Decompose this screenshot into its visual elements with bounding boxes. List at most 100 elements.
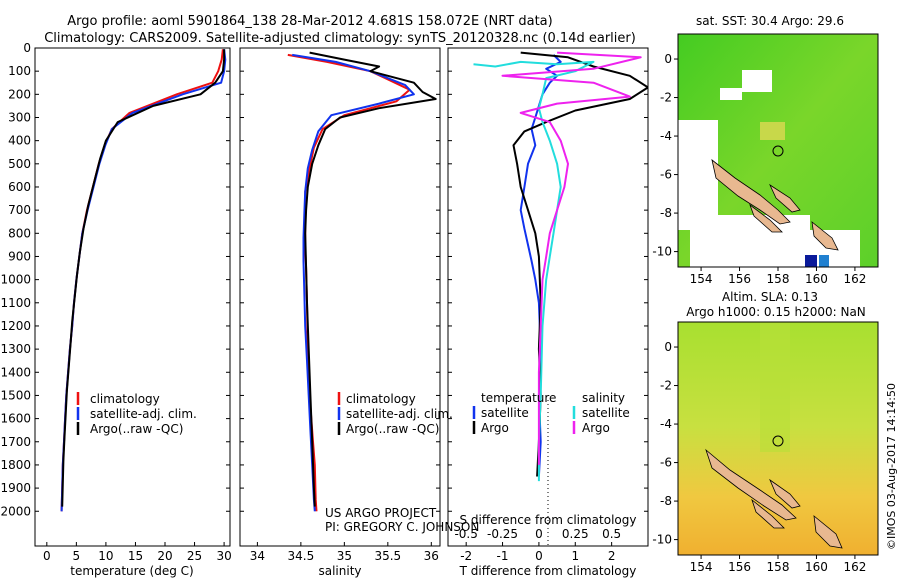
legend-label-satellite: satellite-adj. clim. — [90, 407, 197, 421]
sla-map-ticks: 154 156 158 160 162 0 -2 -4 -6 -8 -10 — [652, 340, 866, 574]
y-tick-label: 1300 — [0, 342, 31, 356]
x-tick-label: 25 — [187, 549, 202, 563]
top-tick-label: -0.5 — [454, 527, 477, 541]
legend-label-s-argo: Argo — [582, 421, 610, 435]
map-x-tick-label: 160 — [805, 272, 828, 286]
sla-island — [769, 478, 801, 509]
legend-label-argo: Argo(..raw -QC) — [90, 422, 183, 436]
difference-series — [473, 51, 648, 482]
sst-missing-patch — [690, 215, 810, 267]
sst-map-ticks: 154 156 158 160 162 0 -2 -4 -6 -8 -10 — [652, 52, 866, 286]
map-x-tick-label: 156 — [728, 272, 751, 286]
sla-island — [751, 498, 785, 529]
map-x-tick-label: 160 — [805, 560, 828, 574]
top-tick-label: -0.25 — [487, 527, 518, 541]
legend-title-temperature: temperature — [481, 391, 556, 405]
x-tick-label: 2 — [608, 549, 616, 563]
argo-position-marker — [772, 145, 784, 157]
map-x-tick-label: 154 — [690, 560, 713, 574]
y-tick-label: 300 — [8, 110, 31, 124]
y-tick-label: 1100 — [0, 296, 31, 310]
salinity-xlabel: salinity — [318, 564, 361, 578]
legend-title-salinity: salinity — [582, 391, 625, 405]
x-tick-label: 36 — [424, 549, 439, 563]
map-y-tick-label: -4 — [660, 417, 672, 431]
salinity-legend: climatology satellite-adj. clim. Argo(..… — [337, 392, 453, 436]
x-tick-label: 15 — [128, 549, 143, 563]
map-y-tick-label: -10 — [652, 245, 672, 259]
x-tick-label: 30 — [216, 549, 231, 563]
temperature-axes-frame — [34, 47, 231, 547]
figure-title-line1: Argo profile: aoml 5901864_138 28-Mar-20… — [67, 14, 552, 29]
sla-map-title2: Argo h1000: 0.15 h2000: NaN — [686, 305, 866, 319]
difference-axes-frame — [447, 47, 649, 547]
difference-legend: temperature salinity satellite Argo sate… — [472, 391, 630, 435]
x-tick-label: 10 — [98, 549, 113, 563]
legend-label-s-satellite: satellite — [582, 406, 630, 420]
x-tick-label: 0 — [43, 549, 51, 563]
map-y-tick-label: -4 — [660, 129, 672, 143]
x-tick-label: -2 — [460, 549, 472, 563]
sst-island — [769, 183, 801, 213]
temperature-series — [60, 49, 227, 512]
temperature-axis-ticks: 0 5 10 15 20 25 300100200300400500600700800900… — [0, 41, 231, 563]
top-tick-label: 0.5 — [602, 527, 621, 541]
y-tick-label: 1000 — [0, 273, 31, 287]
map-x-tick-label: 158 — [767, 272, 790, 286]
y-tick-label: 1600 — [0, 412, 31, 426]
sla-island — [705, 448, 797, 521]
s-difference-xlabel: S difference from climatology — [460, 513, 637, 527]
legend-label-argo: Argo(..raw -QC) — [346, 422, 439, 436]
y-tick-label: 500 — [8, 157, 31, 171]
x-tick-label: 20 — [157, 549, 172, 563]
legend-label-climatology: climatology — [346, 392, 416, 406]
sst-missing-patch — [678, 120, 718, 230]
sla-map-title1: Altim. SLA: 0.13 — [722, 290, 818, 304]
salinity-axis-ticks: 34 34.5 35 35.5 36 — [240, 47, 440, 563]
y-tick-label: 1900 — [0, 481, 31, 495]
series-line-satellite-adj-clim- — [60, 49, 227, 512]
y-tick-label: 600 — [8, 180, 31, 194]
sst-island — [811, 221, 839, 251]
series-line-argo-raw-qc- — [304, 51, 437, 507]
top-tick-label: 0 — [535, 527, 543, 541]
top-tick-label: 0.25 — [562, 527, 589, 541]
map-y-tick-label: -6 — [660, 456, 672, 470]
map-x-tick-label: 158 — [767, 560, 790, 574]
project-credit: US ARGO PROJECT — [325, 506, 437, 520]
sla-band — [760, 322, 790, 452]
map-y-tick-label: -8 — [660, 494, 672, 508]
y-tick-label: 200 — [8, 87, 31, 101]
map-x-tick-label: 154 — [690, 272, 713, 286]
pi-credit: PI: GREGORY C. JOHNSON — [325, 520, 479, 534]
t-difference-xlabel: T difference from climatology — [459, 564, 637, 578]
temperature-legend: climatology satellite-adj. clim. Argo(..… — [76, 392, 197, 436]
map-y-tick-label: 0 — [664, 52, 672, 66]
sst-map-title: sat. SST: 30.4 Argo: 29.6 — [696, 14, 844, 28]
map-y-tick-label: -2 — [660, 379, 672, 393]
y-tick-label: 1200 — [0, 319, 31, 333]
sla-island — [813, 515, 843, 549]
y-tick-label: 1500 — [0, 388, 31, 402]
sst-warm-patch — [760, 122, 785, 140]
map-x-tick-label: 156 — [728, 560, 751, 574]
y-tick-label: 0 — [23, 41, 31, 55]
difference-axis-ticks: -2 -1 0 1 2 -0.5 -0.25 0 0.25 0.5 — [448, 47, 648, 563]
map-x-tick-label: 162 — [843, 272, 866, 286]
x-tick-label: 35.5 — [374, 549, 401, 563]
salinity-series — [287, 51, 437, 512]
imos-credit: ©IMOS 03-Aug-2017 14:14:50 — [885, 383, 898, 550]
x-tick-label: 34 — [250, 549, 265, 563]
x-tick-label: 5 — [73, 549, 81, 563]
map-x-tick-label: 162 — [843, 560, 866, 574]
y-tick-label: 800 — [8, 226, 31, 240]
y-tick-label: 2000 — [0, 504, 31, 518]
sst-missing-patch — [742, 70, 772, 92]
sst-island — [749, 203, 783, 233]
series-line-argo-raw-qc- — [61, 49, 226, 507]
x-tick-label: 0 — [535, 549, 543, 563]
legend-label-climatology: climatology — [90, 392, 160, 406]
x-tick-label: 34.5 — [288, 549, 315, 563]
map-y-tick-label: 0 — [664, 340, 672, 354]
